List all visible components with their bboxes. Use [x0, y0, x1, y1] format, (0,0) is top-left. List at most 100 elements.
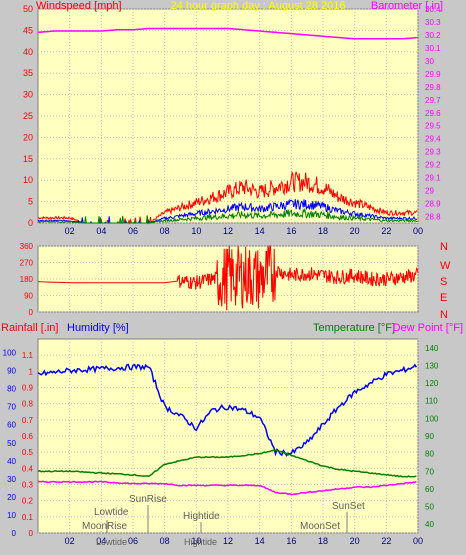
x-tick-label: 08 — [160, 536, 170, 546]
x-tick-label: 16 — [286, 536, 296, 546]
barometer-tick-label: 29.4 — [425, 135, 441, 144]
barometer-tick-label: 29.8 — [425, 83, 441, 92]
humidity-tick-label: 40 — [7, 457, 16, 466]
barometer-tick-label: 29.2 — [425, 161, 441, 170]
humidity-tick-label: 0 — [12, 529, 17, 538]
event-lowtide-label: Lowtide — [94, 507, 129, 518]
wind-dir-tick-label: 90 — [24, 292, 33, 301]
wind-dir-letter-n: N — [440, 241, 448, 253]
windspeed-tick-label: 15 — [23, 154, 33, 164]
barometer-tick-label: 29 — [425, 187, 434, 196]
barometer-tick-label: 30.1 — [425, 44, 441, 53]
barometer-tick-label: 30 — [425, 57, 434, 66]
x-tick-label: 22 — [381, 226, 391, 236]
barometer-tick-label: 28.8 — [425, 213, 441, 222]
windspeed-tick-label: 20 — [23, 132, 33, 142]
event-hightide-bottom-label: Hightide — [184, 537, 217, 547]
wind-dir-tick-label: 270 — [20, 259, 34, 268]
x-tick-label: 00 — [413, 226, 423, 236]
rainfall-tick-label: 0.1 — [22, 513, 34, 522]
humidity-tick-label: 80 — [7, 385, 16, 394]
barometer-tick-label: 29.6 — [425, 109, 441, 118]
temperature-tick-label: 50 — [425, 503, 434, 512]
humidity-tick-label: 20 — [7, 493, 16, 502]
rainfall-tick-label: 1.1 — [22, 351, 34, 360]
wind-dir-letter-s: S — [440, 276, 447, 288]
humidity-tick-label: 90 — [7, 367, 16, 376]
x-tick-label: 02 — [65, 536, 75, 546]
barometer-tick-label: 30.3 — [425, 18, 441, 27]
wind-dir-letter-n2: N — [440, 309, 448, 321]
barometer-tick-label: 28.9 — [425, 200, 441, 209]
dewpoint-axis-title: Dew Point [°F] — [393, 322, 463, 334]
x-tick-label: 18 — [318, 226, 328, 236]
humidity-axis-title: Humidity [%] — [67, 322, 129, 334]
x-tick-label: 04 — [96, 536, 106, 546]
temperature-tick-label: 130 — [425, 361, 439, 370]
temperature-tick-label: 110 — [425, 397, 438, 406]
barometer-tick-label: 29.9 — [425, 70, 441, 79]
x-tick-label: 22 — [381, 536, 391, 546]
event-hightide-label: Hightide — [183, 511, 220, 522]
x-tick-label: 02 — [65, 226, 75, 236]
dewpoint-line — [38, 480, 417, 496]
rainfall-tick-label: 0.4 — [22, 464, 34, 473]
temperature-tick-label: 100 — [425, 414, 439, 423]
temperature-tick-label: 70 — [425, 467, 434, 476]
windspeed-tick-label: 25 — [23, 111, 33, 121]
barometer-tick-label: 29.1 — [425, 174, 441, 183]
temperature-tick-label: 40 — [425, 520, 434, 529]
event-sunset-label: SunSet — [332, 501, 365, 512]
event-sunrise-label: SunRise — [129, 494, 167, 505]
rainfall-tick-label: 0.8 — [22, 400, 34, 409]
event-moonset-label: MoonSet — [300, 521, 340, 532]
graph-day-title: 24 hour graph day : August 28 2016 — [171, 0, 346, 12]
x-tick-label: 06 — [128, 226, 138, 236]
x-tick-label: 10 — [191, 226, 201, 236]
rainfall-tick-label: 0.2 — [22, 497, 34, 506]
windspeed-tick-label: 50 — [23, 4, 33, 14]
windspeed-tick-label: 5 — [28, 197, 33, 207]
x-tick-label: 10 — [191, 536, 201, 546]
windspeed-tick-label: 40 — [23, 47, 33, 57]
windspeed-tick-label: 10 — [23, 175, 33, 185]
wind-dir-letter-w: W — [440, 260, 451, 272]
x-tick-label: 20 — [350, 226, 360, 236]
x-tick-label: 00 — [413, 536, 423, 546]
temperature-tick-label: 60 — [425, 485, 434, 494]
humidity-tick-label: 50 — [7, 439, 16, 448]
windspeed-tick-label: 35 — [23, 68, 33, 78]
rainfall-axis-title: Rainfall [.in] — [1, 322, 58, 334]
rainfall-tick-label: 0.6 — [22, 432, 34, 441]
x-tick-label: 04 — [96, 226, 106, 236]
rainfall-tick-label: 0.7 — [22, 416, 34, 425]
x-tick-label: 20 — [350, 536, 360, 546]
barometer-line — [37, 27, 419, 40]
wind-dir-tick-label: 0 — [29, 308, 34, 317]
barometer-tick-label: 30.4 — [425, 5, 441, 14]
humidity-line — [37, 363, 418, 457]
x-tick-label: 08 — [160, 226, 170, 236]
humidity-tick-label: 100 — [3, 349, 17, 358]
rainfall-tick-label: 1 — [29, 367, 34, 376]
windspeed-axis-title: Windspeed [mph] — [36, 0, 122, 12]
windspeed-tick-label: 45 — [23, 25, 33, 35]
barometer-tick-label: 29.7 — [425, 96, 441, 105]
rainfall-tick-label: 0.5 — [22, 448, 34, 457]
x-tick-label: 12 — [223, 226, 233, 236]
windspeed-tick-label: 30 — [23, 90, 33, 100]
windspeed-tick-label: 0 — [28, 218, 33, 228]
x-tick-label: 14 — [255, 226, 265, 236]
rainfall-tick-label: 0 — [29, 529, 34, 538]
wind-dir-tick-label: 180 — [20, 275, 34, 284]
wind-dir-letter-e: E — [440, 292, 447, 304]
temperature-tick-label: 140 — [425, 344, 439, 353]
x-tick-label: 12 — [223, 536, 233, 546]
barometer-axis-title: Barometer [.in] — [371, 0, 443, 12]
temperature-tick-label: 80 — [425, 450, 434, 459]
temperature-line — [37, 449, 417, 478]
temperature-tick-label: 90 — [425, 432, 434, 441]
x-tick-label: 16 — [286, 226, 296, 236]
